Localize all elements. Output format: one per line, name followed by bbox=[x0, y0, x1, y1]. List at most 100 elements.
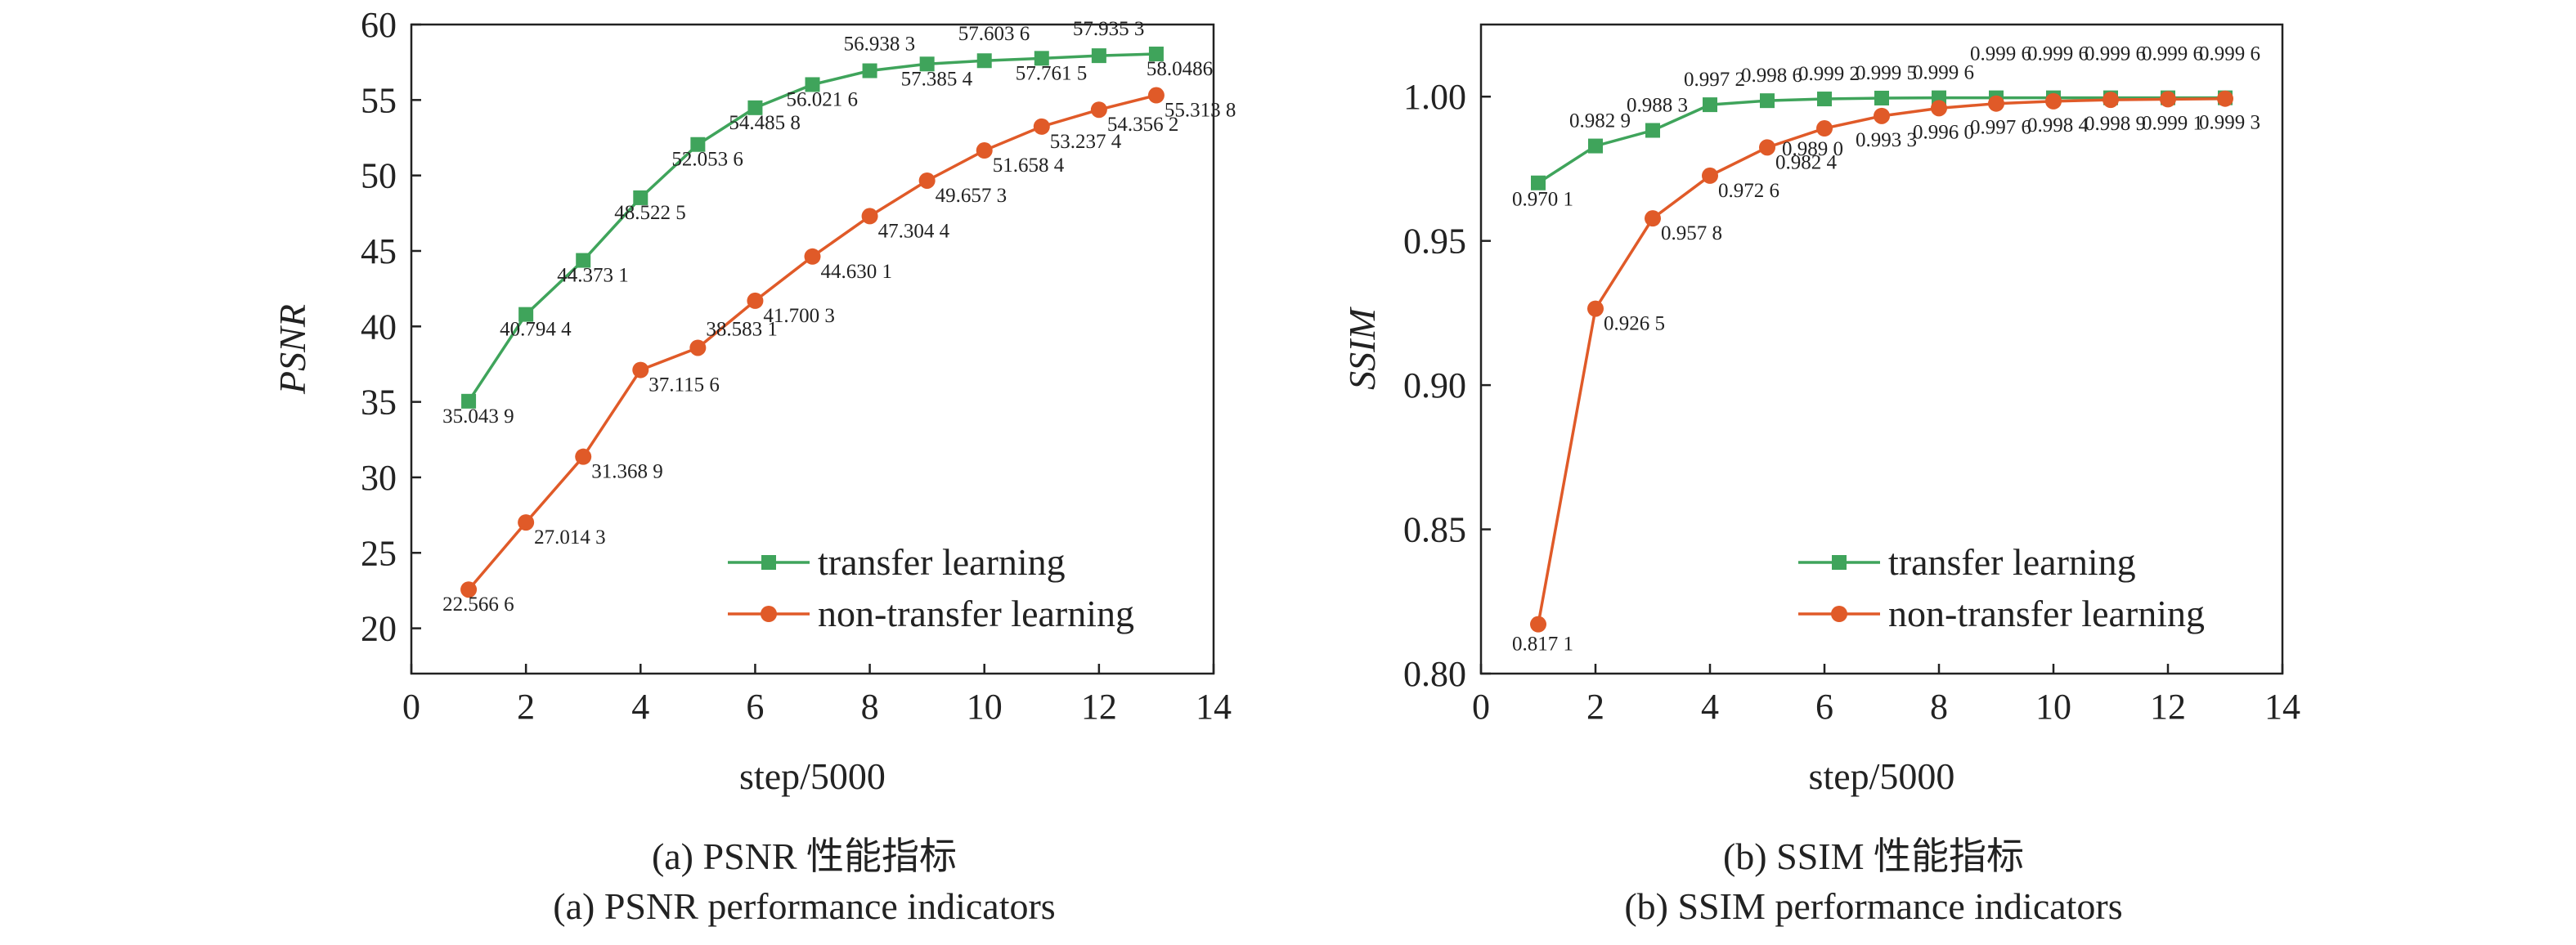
y-tick-label: 0.90 bbox=[1403, 365, 1466, 405]
data-point-non-transfer bbox=[2217, 90, 2233, 107]
data-point-transfer bbox=[919, 56, 935, 72]
data-point-transfer bbox=[633, 190, 648, 205]
data-point-non-transfer bbox=[1147, 87, 1165, 104]
data-point-non-transfer bbox=[976, 142, 993, 159]
data-label: 52.053 6 bbox=[671, 149, 743, 171]
data-point-transfer bbox=[1703, 97, 1717, 113]
x-tick-label: 4 bbox=[631, 687, 649, 727]
data-label: 53.237 4 bbox=[1050, 131, 1122, 153]
data-point-transfer bbox=[1874, 90, 1889, 105]
data-label: 0.989 0 bbox=[1782, 138, 1843, 160]
y-tick-label: 45 bbox=[361, 231, 397, 271]
data-label: 54.356 2 bbox=[1107, 114, 1179, 136]
data-point-transfer bbox=[862, 63, 877, 78]
y-tick-label: 60 bbox=[361, 5, 397, 45]
data-label: 0.988 3 bbox=[1627, 95, 1688, 117]
data-point-transfer bbox=[976, 53, 992, 69]
data-point-non-transfer bbox=[1530, 616, 1546, 633]
data-point-non-transfer bbox=[632, 361, 649, 378]
data-label: 58.0486 bbox=[1147, 58, 1213, 80]
data-point-non-transfer bbox=[747, 292, 764, 309]
data-label: 54.485 8 bbox=[729, 112, 801, 134]
data-point-transfer bbox=[1645, 123, 1660, 138]
caption-cn: (a) PSNR 性能指标 bbox=[652, 835, 957, 877]
data-label: 40.794 4 bbox=[500, 319, 572, 341]
y-tick-label: 35 bbox=[361, 383, 397, 423]
data-point-non-transfer bbox=[2103, 92, 2119, 109]
y-tick-label: 1.00 bbox=[1403, 77, 1466, 117]
data-label: 41.700 3 bbox=[763, 305, 835, 327]
data-label: 0.998 6 bbox=[1741, 65, 1802, 87]
data-label: 0.999 6 bbox=[2142, 43, 2203, 65]
data-point-transfer bbox=[1760, 93, 1775, 109]
y-axis-label: PSNR bbox=[272, 304, 313, 395]
data-point-non-transfer bbox=[1587, 300, 1604, 317]
data-label: 0.993 3 bbox=[1856, 129, 1917, 151]
data-point-transfer bbox=[1588, 138, 1603, 154]
data-label: 0.926 5 bbox=[1604, 313, 1665, 335]
data-point-transfer bbox=[518, 307, 534, 322]
legend-label-transfer: transfer learning bbox=[1888, 541, 2136, 583]
x-tick-label: 8 bbox=[1930, 687, 1948, 727]
data-label: 31.368 9 bbox=[591, 461, 663, 483]
data-label: 0.999 2 bbox=[1798, 63, 1860, 85]
y-tick-label: 25 bbox=[361, 533, 397, 573]
data-label: 44.630 1 bbox=[821, 261, 893, 283]
data-label: 0.817 1 bbox=[1512, 634, 1573, 656]
data-point-non-transfer bbox=[1645, 210, 1661, 227]
data-point-non-transfer bbox=[1816, 120, 1833, 137]
x-tick-label: 14 bbox=[2264, 687, 2300, 727]
data-point-non-transfer bbox=[1874, 107, 1890, 124]
data-point-transfer bbox=[1034, 51, 1049, 66]
data-label: 56.021 6 bbox=[787, 88, 859, 110]
data-label: 0.999 6 bbox=[2027, 43, 2089, 65]
x-tick-label: 12 bbox=[2150, 687, 2186, 727]
data-label: 0.998 4 bbox=[2027, 114, 2089, 137]
x-tick-label: 8 bbox=[861, 687, 879, 727]
data-label: 0.999 6 bbox=[1970, 43, 2031, 65]
x-tick-label: 12 bbox=[1081, 687, 1117, 727]
x-tick-label: 0 bbox=[402, 687, 420, 727]
plot-frame bbox=[410, 23, 1215, 675]
data-point-non-transfer bbox=[1702, 167, 1718, 184]
data-point-transfer bbox=[1148, 47, 1164, 62]
data-point-non-transfer bbox=[1033, 118, 1050, 135]
data-point-non-transfer bbox=[575, 448, 592, 465]
x-tick-label: 10 bbox=[967, 687, 1003, 727]
data-label: 0.982 9 bbox=[1569, 110, 1631, 132]
data-point-non-transfer bbox=[518, 514, 535, 531]
data-point-non-transfer bbox=[804, 248, 821, 265]
data-point-non-transfer bbox=[1988, 95, 2004, 112]
plot-frame bbox=[1479, 23, 2284, 675]
data-label: 22.566 6 bbox=[442, 593, 514, 616]
chart-psnr: 0 2 4 6 8 10 12 14 20 25 30 35 40 45 50 55 60 step/5000 PS… bbox=[272, 5, 1236, 927]
y-tick-label: 50 bbox=[361, 156, 397, 196]
y-tick-label: 20 bbox=[361, 609, 397, 649]
data-point-non-transfer bbox=[460, 581, 478, 598]
data-label: 57.603 6 bbox=[958, 23, 1030, 45]
y-tick-label: 0.80 bbox=[1403, 654, 1466, 694]
x-tick-label: 4 bbox=[1701, 687, 1719, 727]
y-tick-label: 0.95 bbox=[1403, 222, 1466, 262]
data-label: 0.997 2 bbox=[1684, 69, 1745, 91]
data-point-non-transfer bbox=[1090, 101, 1107, 119]
data-label: 0.999 6 bbox=[2085, 43, 2146, 65]
data-label: 57.761 5 bbox=[1016, 62, 1088, 84]
legend-label-non-transfer: non-transfer learning bbox=[818, 593, 1134, 634]
data-point-non-transfer bbox=[689, 339, 707, 356]
data-label: 48.522 5 bbox=[614, 202, 686, 224]
data-label: 51.658 4 bbox=[993, 155, 1065, 177]
x-tick-label: 6 bbox=[1815, 687, 1833, 727]
y-tick-label: 30 bbox=[361, 458, 397, 498]
chart-ssim: 0 2 4 6 8 10 12 14 0.80 0.85 0.90 0.95 1.00 step/5000… bbox=[1341, 23, 2300, 927]
x-tick-label: 6 bbox=[746, 687, 764, 727]
data-label: 35.043 9 bbox=[442, 405, 514, 428]
data-point-non-transfer bbox=[861, 208, 878, 225]
x-axis-label: step/5000 bbox=[739, 755, 886, 797]
data-label: 49.657 3 bbox=[936, 185, 1008, 207]
data-label: 0.999 5 bbox=[1856, 62, 1917, 84]
y-tick-label: 0.85 bbox=[1403, 510, 1466, 550]
data-label: 0.970 1 bbox=[1512, 189, 1573, 211]
legend-marker-circle bbox=[1831, 606, 1847, 622]
